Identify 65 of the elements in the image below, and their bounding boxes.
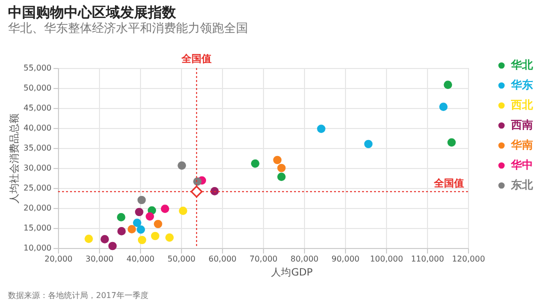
y-tick-label: 40,000 (24, 124, 52, 132)
legend-label: 西北 (510, 98, 534, 112)
point (132, 218, 142, 227)
x-tick-label: 20,000 (44, 254, 72, 264)
legend-label: 华南 (510, 138, 533, 152)
point (317, 124, 326, 133)
legend-label: 东北 (510, 178, 534, 192)
point (273, 156, 282, 164)
x-tick-label: 60,000 (208, 254, 236, 264)
ref-line-label: 全国值 (433, 178, 464, 190)
chart-subtitle: 华北、华东整体经济水平和消费能力领跑全国 (8, 21, 248, 35)
y-tick-label: 10,000 (24, 244, 52, 252)
point (146, 212, 154, 221)
point (84, 234, 93, 243)
point (193, 177, 202, 186)
x-tick-label: 80,000 (290, 254, 318, 264)
point (190, 186, 203, 198)
point (137, 196, 146, 204)
point (150, 232, 160, 240)
point (277, 164, 286, 172)
point (210, 187, 219, 196)
point (128, 225, 136, 234)
y-tick-label: 20,000 (24, 204, 52, 212)
source-note: 数据来源：各地统计局，2017年一季度 (8, 291, 148, 300)
point (100, 235, 109, 244)
x-axis-title: 人均GDP (271, 266, 313, 278)
x-tick-label: 50,000 (168, 254, 196, 264)
point (117, 227, 126, 236)
point (165, 233, 174, 242)
legend-label: 西南 (510, 118, 533, 132)
x-tick-label: 30,000 (86, 254, 114, 264)
x-tick-label: 70,000 (250, 254, 278, 264)
y-tick-label: 15,000 (24, 224, 52, 232)
point (136, 225, 146, 234)
x-tick-label: 100,000 (370, 254, 404, 264)
ref-line-label: 全国值 (180, 53, 212, 65)
point (364, 140, 373, 148)
legend-label: 华北 (510, 58, 534, 72)
point (439, 102, 448, 111)
point (277, 172, 286, 181)
point (160, 204, 170, 213)
point (444, 80, 452, 89)
point (447, 138, 456, 147)
x-tick-label: 40,000 (126, 254, 154, 264)
y-tick-label: 55,000 (24, 64, 52, 72)
point (178, 206, 188, 215)
y-axis-title: 人均社会消费品总额 (8, 114, 21, 204)
x-tick-label: 120,000 (452, 254, 486, 264)
y-tick-label: 25,000 (24, 184, 52, 192)
point (154, 220, 162, 228)
point (134, 208, 144, 216)
point (116, 213, 126, 222)
point (251, 159, 260, 168)
x-tick-label: 110,000 (410, 254, 444, 264)
point (138, 236, 146, 244)
y-tick-label: 45,000 (24, 104, 52, 112)
point (108, 242, 117, 250)
y-tick-label: 35,000 (24, 144, 52, 152)
x-tick-label: 90,000 (332, 254, 360, 264)
y-tick-label: 30,000 (24, 164, 52, 172)
legend-label: 华东 (510, 78, 533, 92)
point (178, 161, 186, 170)
chart-title: 中国购物中心区域发展指数 (8, 4, 177, 21)
legend-label: 华中 (510, 158, 533, 172)
y-tick-label: 50,000 (24, 84, 52, 92)
